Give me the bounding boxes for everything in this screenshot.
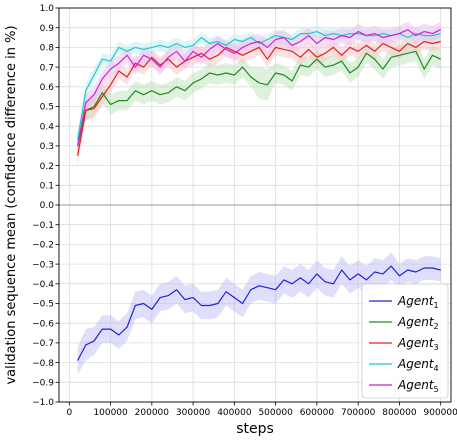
series-2-band bbox=[77, 41, 441, 158]
x-tick-label: 600000 bbox=[300, 408, 335, 418]
y-axis-ticks: −1.0 −0.9 −0.8 −0.7 −0.6 −0.5 −0.4 −0.3 −0.2 −0.1… bbox=[32, 4, 59, 408]
y-tick-label: 0.0 bbox=[40, 201, 55, 211]
y-tick-label: −0.1 bbox=[32, 221, 54, 231]
series-4-line bbox=[77, 31, 441, 141]
y-tick-label: −1.0 bbox=[32, 398, 54, 408]
x-tick-label: 0 bbox=[66, 408, 72, 418]
x-tick-label: 200000 bbox=[135, 408, 170, 418]
y-tick-label: −0.9 bbox=[32, 379, 54, 389]
series-lines bbox=[77, 29, 441, 361]
y-tick-label: −0.5 bbox=[32, 300, 54, 310]
x-tick-label: 900000 bbox=[424, 408, 457, 418]
x-axis-ticks: 0 100000 200000 300000 400000 500000 600000 700… bbox=[66, 402, 457, 418]
legend-label: Agent2 bbox=[397, 315, 439, 331]
series-3-line bbox=[77, 40, 441, 156]
y-tick-label: −0.3 bbox=[32, 260, 54, 270]
x-tick-label: 300000 bbox=[176, 408, 211, 418]
y-tick-label: 0.2 bbox=[40, 162, 54, 172]
series-1-line bbox=[77, 265, 441, 361]
series-2-line bbox=[77, 50, 441, 147]
x-tick-label: 800000 bbox=[382, 408, 417, 418]
y-tick-label: 0.6 bbox=[40, 83, 55, 93]
y-tick-label: −0.7 bbox=[32, 339, 54, 349]
x-tick-label: 500000 bbox=[258, 408, 293, 418]
y-tick-label: −0.2 bbox=[32, 241, 54, 251]
series-1-band bbox=[77, 252, 441, 375]
y-tick-label: 1.0 bbox=[40, 4, 55, 14]
legend-label: Agent4 bbox=[397, 357, 439, 373]
y-tick-label: −0.6 bbox=[32, 319, 54, 329]
confidence-bands bbox=[77, 21, 441, 375]
series-4-band bbox=[77, 25, 441, 150]
y-tick-label: 0.4 bbox=[40, 122, 55, 132]
series-3-band bbox=[77, 33, 441, 168]
y-tick-label: 0.5 bbox=[40, 103, 54, 113]
y-tick-label: 0.1 bbox=[40, 182, 54, 192]
y-tick-label: 0.8 bbox=[40, 44, 55, 54]
y-tick-label: 0.9 bbox=[40, 24, 55, 34]
y-tick-label: 0.3 bbox=[40, 142, 54, 152]
legend-label: Agent5 bbox=[397, 378, 439, 394]
y-tick-label: 0.7 bbox=[40, 63, 54, 73]
legend-label: Agent3 bbox=[397, 336, 439, 352]
y-axis-label: validation sequence mean (confidence dif… bbox=[4, 25, 19, 384]
legend-box bbox=[361, 283, 449, 399]
x-tick-label: 700000 bbox=[341, 408, 376, 418]
x-tick-label: 400000 bbox=[217, 408, 252, 418]
y-tick-label: −0.4 bbox=[32, 280, 54, 290]
x-tick-label: 100000 bbox=[93, 408, 128, 418]
x-axis-label: steps bbox=[236, 421, 274, 437]
series-5-band bbox=[77, 21, 441, 158]
legend-label: Agent1 bbox=[397, 294, 439, 310]
series-5-line bbox=[77, 29, 441, 147]
legend: Agent1 Agent2 Agent3 Agent4 Agent5 bbox=[361, 283, 449, 399]
y-tick-label: −0.8 bbox=[32, 359, 54, 369]
